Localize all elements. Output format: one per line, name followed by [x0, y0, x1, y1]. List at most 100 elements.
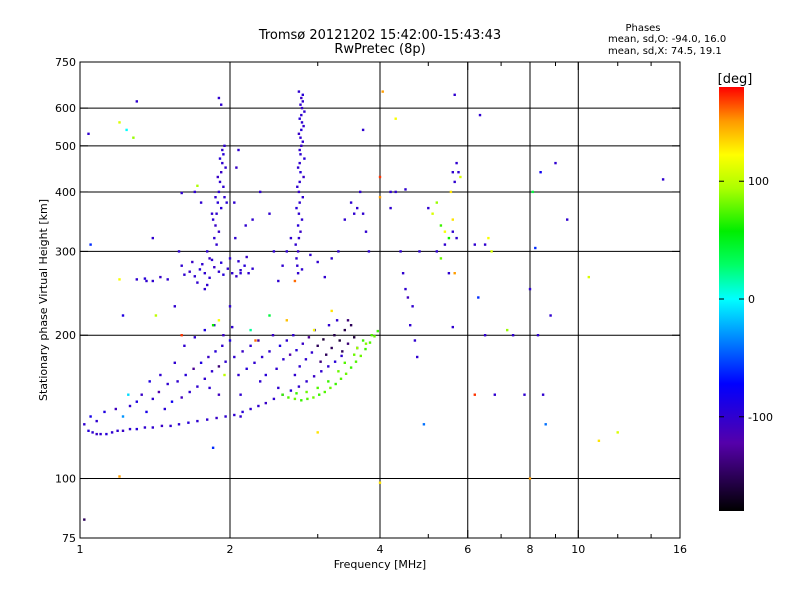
data-point — [368, 341, 372, 344]
data-point — [302, 175, 305, 179]
data-point — [268, 350, 271, 353]
data-point — [356, 206, 359, 210]
data-point — [215, 416, 218, 420]
data-point — [237, 260, 240, 263]
data-point — [228, 257, 232, 260]
data-points — [83, 90, 665, 521]
data-point — [539, 171, 542, 174]
data-point — [340, 354, 343, 358]
data-point — [359, 354, 362, 358]
data-point — [251, 267, 254, 270]
data-point — [188, 270, 191, 273]
data-point — [297, 132, 301, 135]
data-point — [216, 201, 219, 204]
data-point — [330, 309, 333, 313]
data-point — [222, 153, 225, 156]
data-point — [297, 236, 301, 240]
data-point — [206, 250, 209, 253]
data-point — [451, 171, 454, 174]
data-point — [208, 276, 211, 279]
data-point — [259, 380, 262, 383]
data-point — [199, 201, 203, 204]
data-point — [298, 201, 301, 204]
data-point — [207, 355, 210, 359]
data-point — [260, 355, 264, 359]
data-point — [145, 279, 148, 283]
data-point — [329, 386, 332, 390]
data-point — [439, 224, 443, 227]
data-point — [203, 287, 206, 291]
data-point — [254, 339, 257, 342]
data-point — [534, 246, 537, 250]
data-point — [305, 380, 308, 383]
data-point — [304, 358, 308, 361]
data-point — [399, 250, 402, 253]
data-point — [176, 380, 179, 383]
data-point — [322, 338, 325, 341]
x-tick-label: 10 — [571, 543, 585, 556]
data-point — [264, 401, 267, 405]
data-point — [203, 328, 206, 332]
data-point — [224, 166, 227, 169]
data-point — [296, 185, 299, 188]
data-point — [299, 153, 302, 156]
data-point — [300, 144, 303, 147]
data-point — [528, 477, 532, 480]
y-tick-label: 200 — [55, 329, 76, 342]
data-point — [268, 212, 271, 215]
data-point — [281, 393, 284, 396]
data-point — [220, 206, 223, 210]
data-point — [91, 431, 94, 434]
data-point — [211, 324, 215, 327]
data-point — [337, 370, 340, 373]
data-point — [201, 263, 204, 266]
data-point — [349, 324, 353, 327]
data-point — [295, 206, 298, 210]
data-point — [453, 93, 456, 96]
data-point — [226, 267, 229, 270]
data-point — [223, 373, 226, 377]
data-point — [416, 355, 419, 359]
data-point — [127, 393, 130, 396]
data-point — [249, 328, 252, 332]
data-point — [296, 272, 300, 275]
data-point — [180, 191, 183, 195]
data-point — [300, 268, 304, 271]
data-point — [299, 103, 302, 106]
data-point — [132, 136, 135, 139]
data-point — [214, 224, 217, 227]
colorbar-tick-label: -100 — [748, 411, 773, 424]
data-point — [206, 418, 209, 421]
data-point — [89, 243, 92, 246]
data-point — [198, 268, 202, 271]
x-axis-label: Frequency [MHz] — [334, 558, 426, 571]
data-point — [143, 277, 147, 280]
data-point — [196, 281, 199, 284]
data-point — [208, 386, 211, 390]
data-point — [143, 426, 147, 429]
data-point — [359, 190, 362, 194]
data-point — [531, 190, 534, 194]
data-point — [394, 190, 397, 194]
data-point — [295, 257, 298, 260]
data-point — [222, 273, 225, 276]
data-point — [301, 196, 304, 199]
data-point — [309, 253, 312, 257]
data-point — [411, 305, 414, 308]
data-point — [228, 305, 232, 308]
data-point — [296, 224, 300, 227]
stats-title: Phases — [625, 23, 660, 34]
data-point — [453, 272, 456, 275]
data-point — [233, 201, 236, 204]
data-point — [148, 380, 151, 383]
data-point — [296, 250, 300, 253]
data-point — [536, 334, 540, 337]
colorbar: [deg] 100 0 -100 — [718, 72, 773, 511]
data-point — [264, 373, 267, 377]
data-point — [353, 212, 356, 215]
data-point — [285, 339, 288, 342]
data-point — [118, 475, 121, 478]
data-point — [483, 243, 487, 246]
data-point — [597, 439, 601, 442]
data-point — [237, 148, 240, 152]
